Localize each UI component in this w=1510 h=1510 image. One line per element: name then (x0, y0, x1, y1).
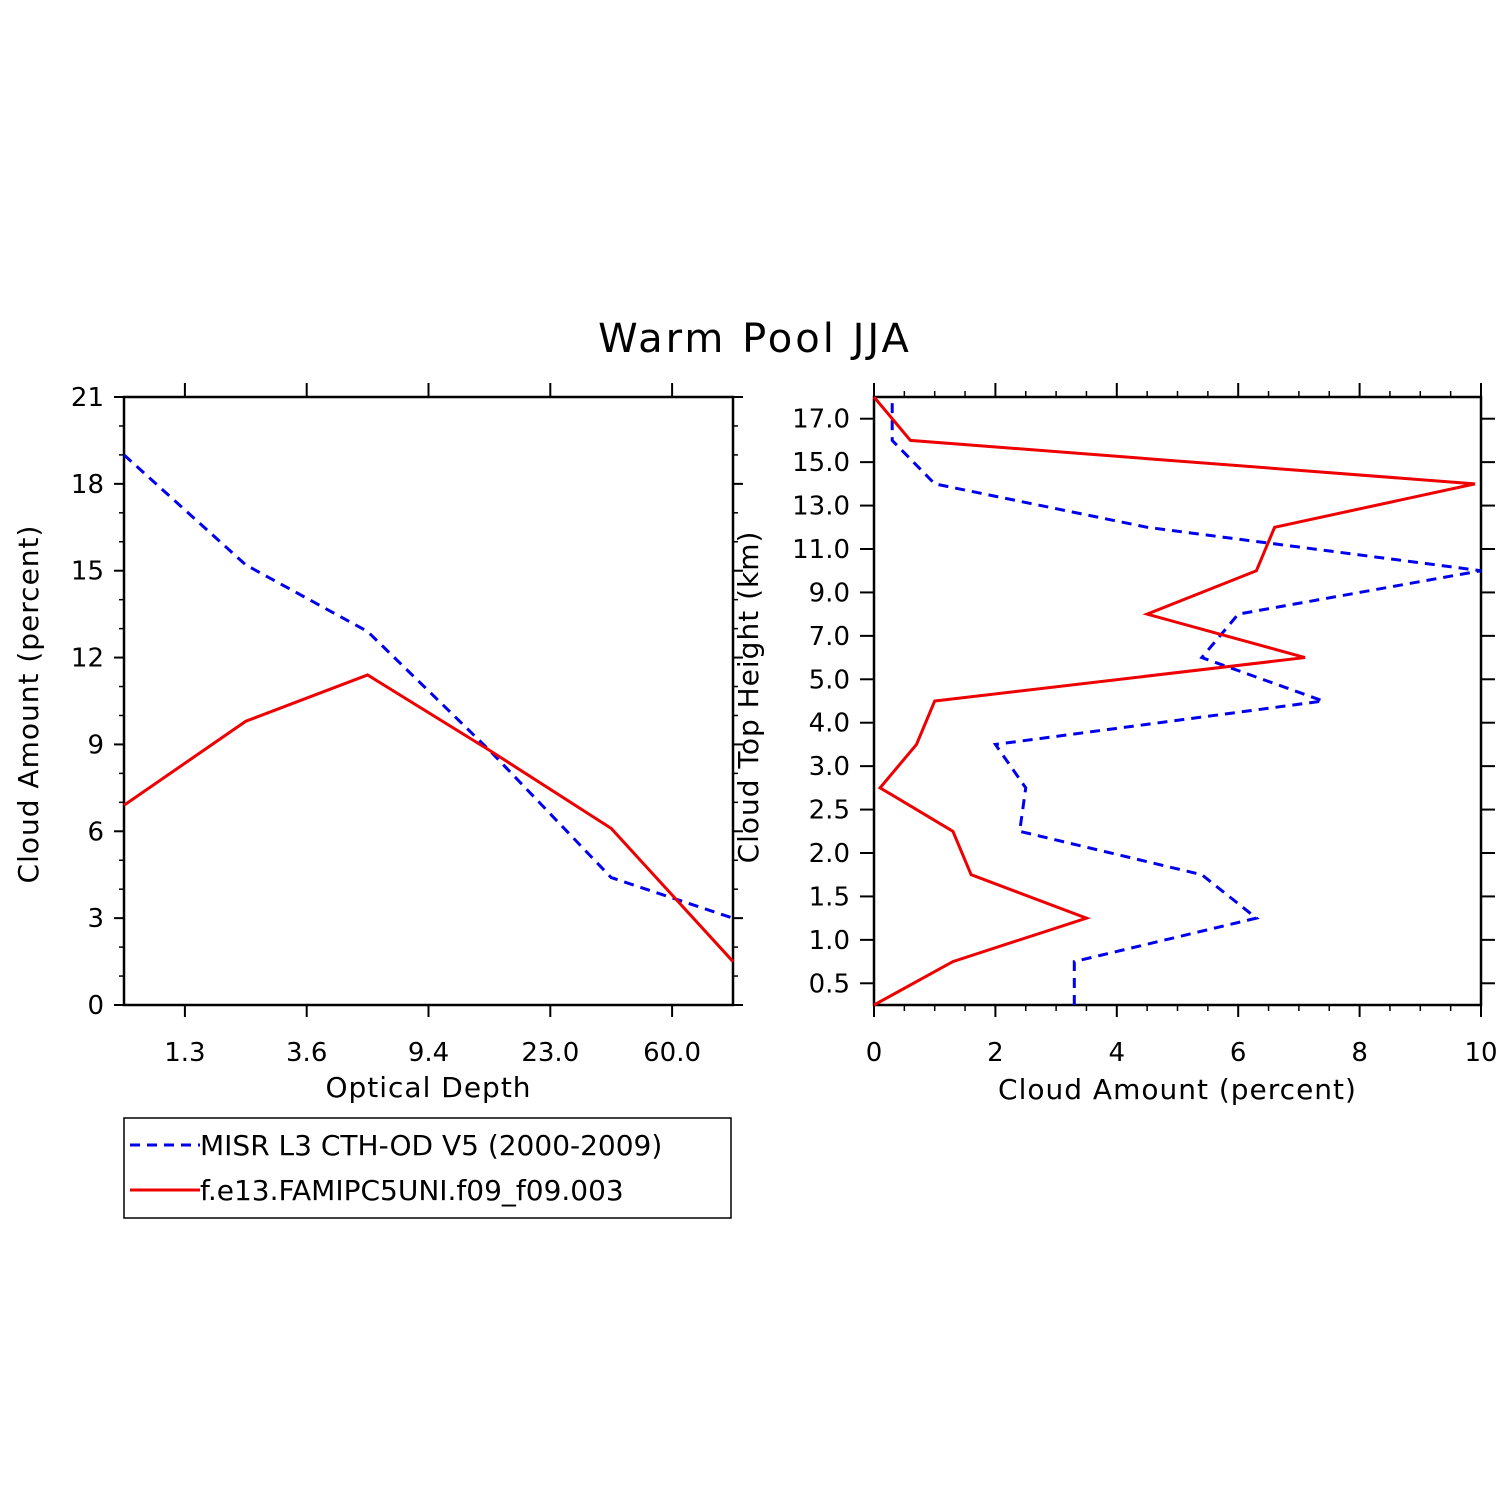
y-tick-label: 6 (87, 817, 104, 847)
y-tick-label: 0 (87, 991, 104, 1021)
y-tick-label: 2.5 (809, 796, 850, 826)
y-tick-label: 9 (87, 730, 104, 760)
y-tick-label: 21 (71, 383, 104, 413)
plot-frame (122, 395, 735, 1007)
x-tick-label: 3.6 (286, 1038, 327, 1068)
y-tick-label: 15 (71, 557, 104, 587)
y-tick-label: 4.0 (809, 709, 850, 739)
y-tick-label: 11.0 (792, 535, 850, 565)
y-tick-label: 17.0 (792, 405, 850, 435)
y-tick-label: 1.0 (809, 926, 850, 956)
x-axis-label: Optical Depth (325, 1071, 531, 1104)
legend-box (123, 1117, 732, 1219)
legend-label-misr: MISR L3 CTH-OD V5 (2000-2009) (200, 1129, 662, 1162)
y-tick-label: 0.5 (809, 969, 850, 999)
x-tick-label: 8 (1351, 1038, 1368, 1068)
figure-title: Warm Pool JJA (598, 316, 912, 362)
y-tick-label: 15.0 (792, 448, 850, 478)
x-tick-label: 6 (1230, 1038, 1247, 1068)
plot-frame (872, 395, 1483, 1007)
x-tick-label: 1.3 (164, 1038, 205, 1068)
x-tick-label: 9.4 (408, 1038, 449, 1068)
legend: MISR L3 CTH-OD V5 (2000-2009) f.e13.FAMI… (123, 1117, 732, 1219)
y-tick-label: 1.5 (809, 882, 850, 912)
series-line-model (872, 396, 1476, 1007)
y-tick-label: 9.0 (809, 578, 850, 608)
optical-depth-panel: 0 3 6 9 12 15 18 21 1.3 3.6 9.4 23.0 60.0 Optical Dep… (12, 383, 743, 1104)
y-tick-label: 3 (87, 904, 104, 934)
x-tick-label: 0 (866, 1038, 883, 1068)
x-tick-label: 60.0 (643, 1038, 701, 1068)
series-line-model (123, 673, 735, 963)
series-line-misr (890, 397, 1482, 1005)
x-tick-label: 4 (1109, 1038, 1126, 1068)
series-line-misr (122, 453, 734, 920)
x-axis-label: Cloud Amount (percent) (998, 1073, 1357, 1106)
cloud-top-height-panel: 0 2 4 6 8 10 0.5 1.0 1.5 2.0 2.5 3.0 4.0 5.0 7.0 9.0 11.… (732, 383, 1498, 1106)
y-tick-label: 18 (71, 470, 104, 500)
y-axis-label: Cloud Amount (percent) (12, 525, 45, 884)
legend-label-model: f.e13.FAMIPC5UNI.f09_f09.003 (200, 1174, 624, 1207)
x-tick-label: 23.0 (521, 1038, 579, 1068)
x-tick-label: 2 (987, 1038, 1004, 1068)
y-axis-label: Cloud Top Height (km) (732, 531, 765, 864)
y-tick-label: 2.0 (809, 839, 850, 869)
y-tick-label: 5.0 (809, 665, 850, 695)
y-tick-label: 13.0 (792, 492, 850, 522)
y-tick-label: 7.0 (809, 622, 850, 652)
y-tick-label: 3.0 (809, 752, 850, 782)
x-tick-label: 10 (1464, 1038, 1497, 1068)
y-tick-label: 12 (71, 644, 104, 674)
